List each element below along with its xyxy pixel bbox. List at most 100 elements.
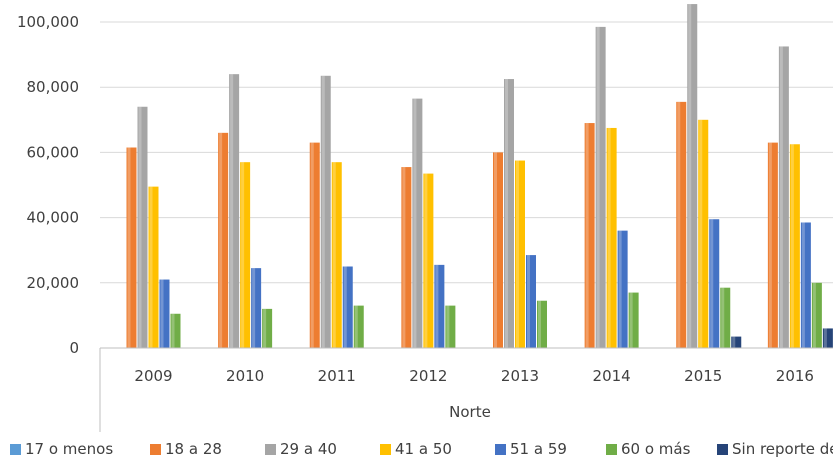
bar-highlight [801, 222, 805, 348]
legend-item-17-o-menos[interactable]: 17 o menos [10, 440, 113, 458]
bar-highlight [241, 162, 245, 348]
bar-highlight [149, 186, 153, 348]
bar-highlight [607, 127, 611, 348]
bar-sin-reporte-de-edad-2015 [731, 336, 742, 348]
bar-sin-reporte-de-edad-2016 [822, 328, 833, 348]
y-tick-label: 80,000 [27, 78, 80, 96]
bar-29-a-40-2014 [595, 26, 606, 348]
bar-60-o-m-s-2013 [537, 300, 547, 348]
bar-18-a-28-2015 [676, 101, 687, 349]
bar-highlight [252, 268, 256, 348]
bar-highlight [596, 26, 600, 348]
bar-41-a-50-2015 [698, 119, 709, 348]
bar-highlight [446, 305, 450, 348]
legend-label: 60 o más [621, 440, 691, 458]
bar-41-a-50-2016 [789, 144, 800, 348]
legend-item-sin-reporte-de-edad[interactable]: Sin reporte de edad [717, 440, 833, 458]
bar-41-a-50-2010 [240, 162, 251, 348]
bar-51-a-59-2012 [434, 264, 445, 348]
legend-item-18-a-28[interactable]: 18 a 28 [150, 440, 222, 458]
bar-highlight [321, 75, 325, 348]
bar-highlight [138, 106, 142, 348]
x-tick-label: 2010 [226, 367, 264, 385]
bar-51-a-59-2015 [709, 219, 720, 348]
bar-highlight [219, 132, 223, 348]
y-tick-label: 20,000 [27, 274, 80, 292]
bar-29-a-40-2011 [320, 75, 331, 348]
legend-item-51-a-59[interactable]: 51 a 59 [495, 440, 567, 458]
bar-highlight [424, 173, 428, 348]
bar-highlight [516, 160, 519, 348]
legend-item-60-o-m-s[interactable]: 60 o más [606, 440, 691, 458]
y-tick-label: 0 [69, 339, 79, 357]
bar-highlight [585, 123, 589, 348]
legend-item-29-a-40[interactable]: 29 a 40 [265, 440, 337, 458]
bar-highlight [710, 219, 714, 348]
bar-29-a-40-2016 [778, 46, 789, 348]
bar-highlight [310, 142, 314, 348]
bar-60-o-m-s-2010 [262, 308, 273, 348]
bar-highlight [790, 144, 794, 348]
bar-51-a-59-2010 [251, 268, 262, 348]
bar-60-o-m-s-2016 [811, 282, 822, 348]
bar-highlight [768, 142, 772, 348]
bar-highlight [618, 230, 622, 348]
x-tick-label: 2012 [409, 367, 447, 385]
bar-highlight [721, 287, 725, 348]
x-tick-label: 2016 [776, 367, 814, 385]
bar-highlight [688, 4, 692, 348]
legend-label: 29 a 40 [280, 440, 337, 458]
legend-label: 17 o menos [25, 440, 113, 458]
bar-highlight [230, 74, 234, 348]
bar-51-a-59-2016 [800, 222, 811, 348]
bar-highlight [677, 101, 681, 349]
legend-swatch [717, 444, 728, 455]
bar-18-a-28-2011 [309, 142, 320, 348]
bar-60-o-m-s-2011 [353, 305, 364, 348]
bar-highlight [413, 98, 417, 348]
legend-swatch [10, 444, 21, 455]
legend-label: 18 a 28 [165, 440, 222, 458]
bar-29-a-40-2013 [504, 79, 514, 349]
bar-highlight [629, 292, 633, 348]
legend-label: 41 a 50 [395, 440, 452, 458]
bar-highlight [505, 79, 508, 349]
bar-highlight [494, 152, 497, 348]
bar-highlight [171, 313, 175, 348]
bar-highlight [263, 308, 267, 348]
bar-60-o-m-s-2009 [170, 313, 181, 348]
y-tick-label: 40,000 [27, 209, 80, 227]
legend-label: 51 a 59 [510, 440, 567, 458]
bar-18-a-28-2012 [401, 167, 412, 348]
bar-41-a-50-2012 [423, 173, 434, 348]
legend-swatch [380, 444, 391, 455]
bar-highlight [343, 266, 347, 348]
bar-51-a-59-2013 [526, 255, 536, 348]
bar-60-o-m-s-2015 [720, 287, 731, 348]
bar-18-a-28-2014 [584, 123, 595, 348]
y-tick-label: 100,000 [17, 13, 79, 31]
bar-highlight [538, 300, 541, 348]
bar-60-o-m-s-2014 [628, 292, 639, 348]
legend-label: Sin reporte de edad [732, 440, 833, 458]
bar-18-a-28-2009 [126, 147, 137, 348]
bar-41-a-50-2009 [148, 186, 159, 348]
x-axis-group-label: Norte [449, 403, 491, 421]
bar-29-a-40-2009 [137, 106, 148, 348]
y-tick-label: 60,000 [27, 143, 80, 161]
x-tick-label: 2013 [501, 367, 539, 385]
legend-swatch [495, 444, 506, 455]
legend-swatch [265, 444, 276, 455]
bar-29-a-40-2012 [412, 98, 423, 348]
legend-item-41-a-50[interactable]: 41 a 50 [380, 440, 452, 458]
bar-60-o-m-s-2012 [445, 305, 456, 348]
bar-highlight [402, 167, 406, 348]
bar-29-a-40-2010 [229, 74, 240, 348]
bar-highlight [127, 147, 131, 348]
bar-highlight [160, 279, 164, 348]
bar-51-a-59-2011 [342, 266, 353, 348]
bar-highlight [732, 336, 736, 348]
bar-highlight [354, 305, 358, 348]
